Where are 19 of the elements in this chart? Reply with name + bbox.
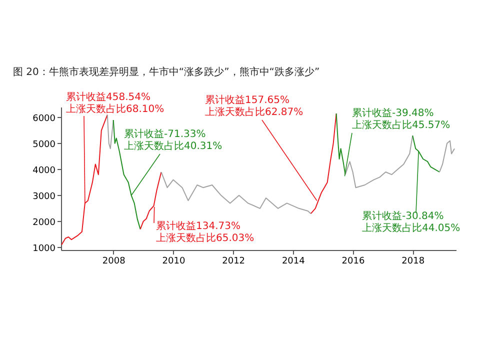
y-tick-label: 1000 [32, 244, 56, 254]
y-tick-label: 6000 [32, 114, 56, 124]
x-tick-label: 2014 [282, 256, 306, 266]
x-tick-label: 2016 [342, 256, 365, 266]
annotation: 累计收益134.73% 上涨天数占比65.03% [156, 220, 254, 244]
x-tick-label: 2012 [222, 256, 246, 266]
annotation: 累计收益458.54% 上涨天数占比68.10% [66, 91, 164, 115]
x-tick-label: 2010 [162, 256, 186, 266]
y-tick-label: 5000 [32, 140, 56, 150]
y-tick-label: 4000 [32, 166, 56, 176]
annotation: 累计收益-30.84% 上涨天数占比44.05% [362, 210, 460, 234]
chart-title: 图 20：牛熊市表现差异明显，牛市中“涨多跌少”，熊市中“跌多涨少” [13, 66, 320, 78]
y-tick-label: 2000 [32, 218, 56, 228]
annotation: 累计收益-71.33% 上涨天数占比40.31% [124, 128, 222, 152]
annotation: 累计收益-39.48% 上涨天数占比45.57% [352, 107, 450, 131]
x-tick-label: 2018 [402, 256, 425, 266]
x-tick-label: 2008 [102, 256, 126, 266]
y-tick-label: 3000 [32, 192, 56, 202]
annotation: 累计收益157.65% 上涨天数占比62.87% [205, 94, 304, 118]
